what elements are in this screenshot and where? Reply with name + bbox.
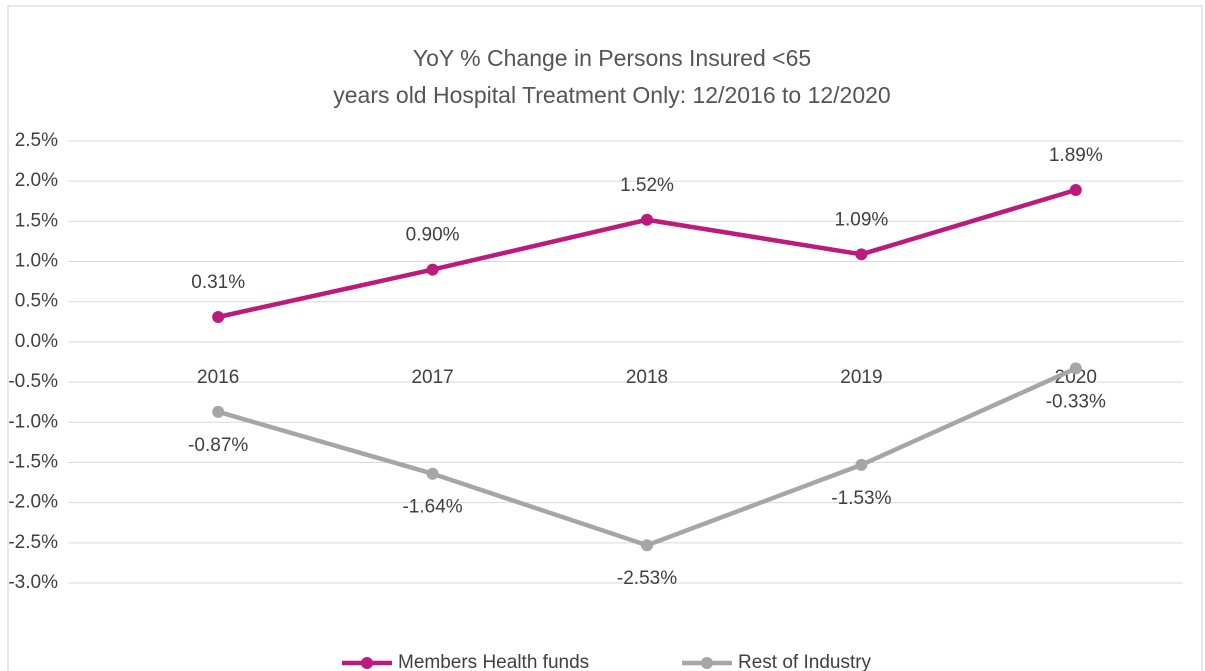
- y-tick-label: 0.0%: [15, 331, 58, 352]
- data-label: 1.09%: [834, 209, 888, 230]
- y-tick-label: 1.5%: [15, 210, 58, 231]
- data-point: [212, 405, 225, 418]
- y-tick-label: 2.0%: [15, 170, 58, 191]
- y-tick-label: 1.0%: [15, 251, 58, 272]
- y-tick-label: -2.5%: [8, 532, 58, 553]
- data-label: -0.87%: [188, 435, 248, 456]
- data-label: 1.52%: [620, 175, 674, 196]
- y-tick-label: 0.5%: [15, 291, 58, 312]
- data-point: [1069, 362, 1082, 375]
- data-label: -1.64%: [402, 497, 462, 518]
- y-tick-label: 2.5%: [15, 130, 58, 151]
- data-point: [855, 458, 868, 471]
- data-point: [641, 539, 653, 552]
- x-tick-label: 2017: [411, 367, 453, 388]
- data-point: [1069, 184, 1082, 197]
- legend-marker: [361, 657, 373, 669]
- data-label: 0.31%: [191, 272, 245, 293]
- chart-title: YoY % Change in Persons Insured <65: [413, 45, 811, 71]
- data-point: [212, 310, 225, 323]
- legend-label: Members Health funds: [398, 652, 589, 671]
- data-label: 1.89%: [1049, 145, 1103, 166]
- data-label: -0.33%: [1046, 391, 1106, 412]
- data-point: [426, 467, 439, 480]
- data-label: 0.90%: [406, 225, 460, 246]
- data-point: [855, 248, 868, 261]
- x-tick-label: 2016: [197, 367, 239, 388]
- x-tick-label: 2018: [626, 367, 668, 388]
- legend-label: Rest of Industry: [738, 652, 872, 671]
- data-point: [426, 263, 439, 276]
- data-label: -1.53%: [831, 488, 891, 509]
- y-tick-label: -0.5%: [8, 371, 58, 392]
- y-tick-label: -2.0%: [8, 492, 58, 513]
- chart-title: years old Hospital Treatment Only: 12/20…: [333, 82, 890, 108]
- chart-frame: [7, 5, 1203, 671]
- legend-marker: [701, 657, 713, 669]
- data-label: -2.53%: [617, 568, 677, 589]
- y-tick-label: -1.0%: [8, 411, 58, 432]
- x-tick-label: 2019: [840, 367, 882, 388]
- data-point: [641, 213, 653, 226]
- y-tick-label: -1.5%: [8, 451, 58, 472]
- y-tick-label: -3.0%: [8, 572, 58, 593]
